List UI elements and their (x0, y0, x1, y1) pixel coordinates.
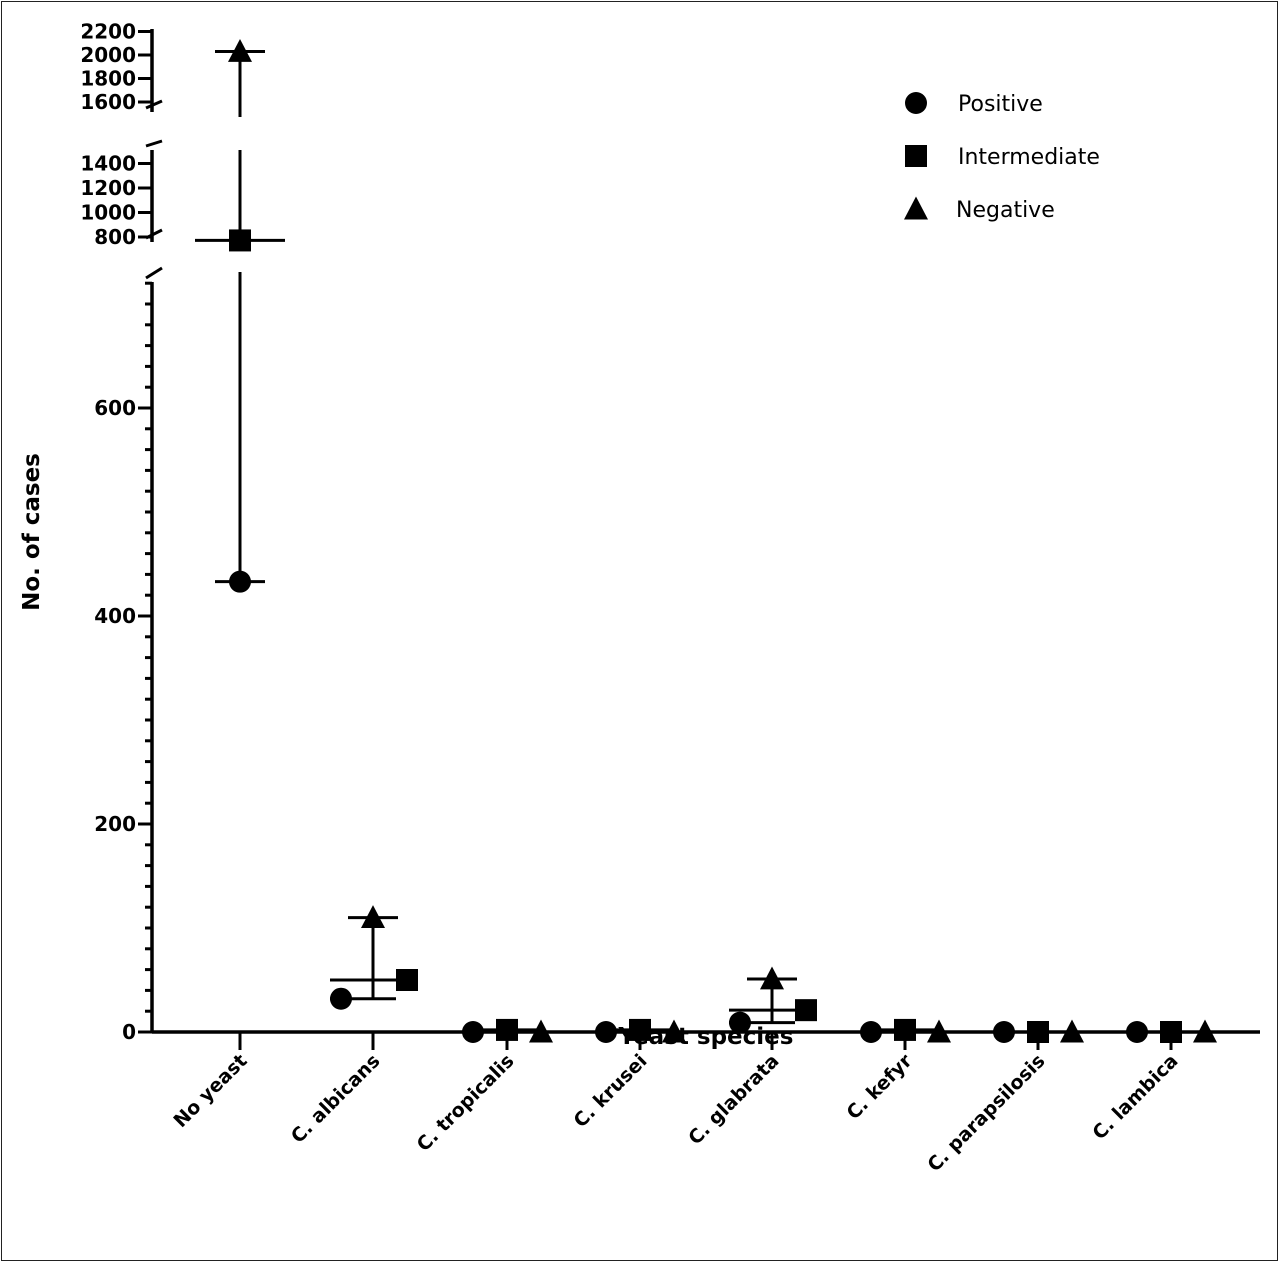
marker-negative (662, 1019, 686, 1043)
marker-negative (361, 905, 385, 929)
y-tick-label: 1000 (80, 201, 136, 225)
axes (145, 29, 1260, 1034)
axis-break-mark (145, 139, 163, 148)
marker-intermediate (1160, 1021, 1182, 1043)
y-tick-label: 400 (94, 604, 136, 628)
marker-negative (1060, 1019, 1084, 1043)
marker-negative (760, 966, 784, 990)
y-tick-label: 1200 (80, 176, 136, 200)
y-tick-label: 600 (94, 396, 136, 420)
marker-intermediate (496, 1018, 518, 1041)
legend: Positive Intermediate Negative (904, 92, 1100, 223)
marker-positive (330, 987, 352, 1010)
marker-positive (229, 570, 251, 593)
marker-intermediate (629, 1018, 651, 1041)
marker-positive (860, 1021, 882, 1043)
x-tick-label: No yeast (169, 1050, 251, 1132)
legend-label-positive: Positive (958, 92, 1043, 117)
axis-break-mark (145, 266, 163, 280)
marker-intermediate (1027, 1021, 1049, 1043)
marker-positive (462, 1021, 484, 1043)
legend-label-negative: Negative (956, 198, 1055, 223)
x-tick-label: C. glabrata (684, 1050, 783, 1149)
marker-positive (1126, 1021, 1148, 1043)
marker-negative (529, 1019, 553, 1043)
y-tick-label: 2200 (80, 20, 136, 44)
legend-marker-negative (904, 196, 928, 220)
marker-intermediate (396, 969, 418, 991)
axis-break-mark (145, 99, 163, 110)
y-tick-label: 1800 (80, 67, 136, 91)
marker-positive (993, 1021, 1015, 1043)
marker-negative (927, 1019, 951, 1043)
legend-marker-intermediate (905, 145, 927, 167)
marker-negative (1193, 1019, 1217, 1043)
marker-intermediate (894, 1018, 916, 1041)
x-tick-label: C. krusei (569, 1050, 651, 1132)
x-tick-label: C. lambica (1088, 1050, 1182, 1144)
x-tick-label: C. kefyr (842, 1050, 917, 1125)
marker-intermediate (795, 999, 817, 1022)
y-tick-label: 2000 (80, 43, 136, 67)
marker-intermediate (229, 229, 251, 252)
marker-positive (729, 1011, 751, 1034)
marker-negative (228, 39, 252, 62)
y-tick-label: 800 (94, 225, 136, 249)
legend-label-intermediate: Intermediate (958, 145, 1100, 170)
y-tick-label: 1400 (80, 152, 136, 176)
x-tick-label: C. parapsilosis (923, 1050, 1049, 1176)
y-tick-label: 1600 (80, 90, 136, 114)
x-tick-label: C. tropicalis (413, 1050, 519, 1156)
y-tick-label: 0 (122, 1020, 136, 1044)
legend-marker-positive (905, 92, 927, 114)
x-tick-label: C. albicans (287, 1050, 385, 1148)
y-axis-title: No. of cases (19, 453, 45, 611)
x-axis-labels: No yeast C. albicans C. tropicalis C. kruse… (169, 1032, 1183, 1176)
data-markers (228, 39, 1217, 1043)
y-tick-label: 200 (94, 812, 136, 836)
marker-positive (595, 1021, 617, 1043)
x-axis-title: Yeast species (618, 1024, 794, 1050)
